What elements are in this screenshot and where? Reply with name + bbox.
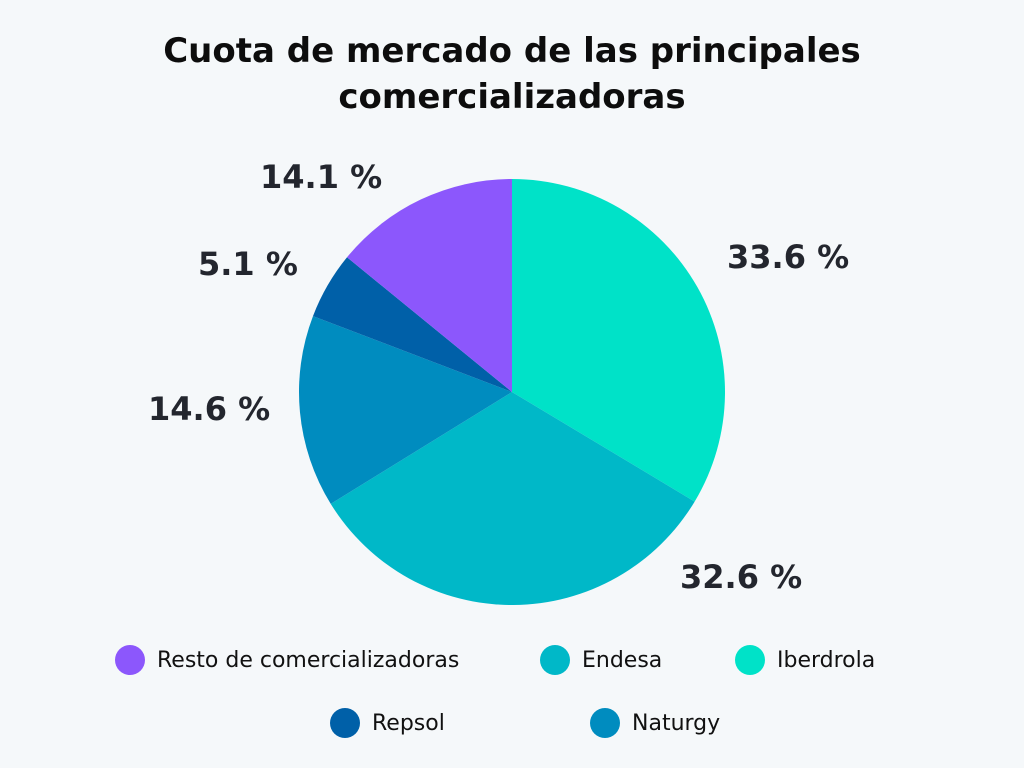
legend-item-naturgy: Naturgy: [590, 708, 720, 738]
legend-label: Endesa: [582, 647, 663, 673]
pie-slice-endesa: [330, 392, 695, 605]
label-endesa: 32.6 %: [680, 558, 803, 596]
legend-label: Repsol: [372, 710, 445, 736]
legend-swatch-icon: [735, 645, 765, 675]
pie-slice-naturgy: [299, 316, 512, 504]
legend-swatch-icon: [540, 645, 570, 675]
pie-slice-iberdrola: [512, 179, 725, 502]
legend-item-resto: Resto de comercializadoras: [115, 645, 459, 675]
chart-title: Cuota de mercado de las principales come…: [163, 31, 861, 117]
label-repsol: 5.1 %: [198, 245, 298, 283]
label-naturgy: 14.6 %: [148, 390, 271, 428]
legend-label: Resto de comercializadoras: [157, 647, 460, 673]
legend-label: Naturgy: [632, 710, 721, 736]
legend-item-endesa: Endesa: [540, 645, 662, 675]
pie-slice-repsol: [312, 257, 512, 392]
legend-swatch-icon: [115, 645, 145, 675]
label-resto: 14.1 %: [260, 158, 383, 196]
pie-slice-resto-de-comercializadoras: [347, 179, 512, 392]
legend-swatch-icon: [330, 708, 360, 738]
legend-item-iberdrola: Iberdrola: [735, 645, 875, 675]
legend-label: Iberdrola: [777, 647, 876, 673]
label-iberdrola: 33.6 %: [727, 238, 850, 276]
legend-item-repsol: Repsol: [330, 708, 445, 738]
legend-swatch-icon: [590, 708, 620, 738]
